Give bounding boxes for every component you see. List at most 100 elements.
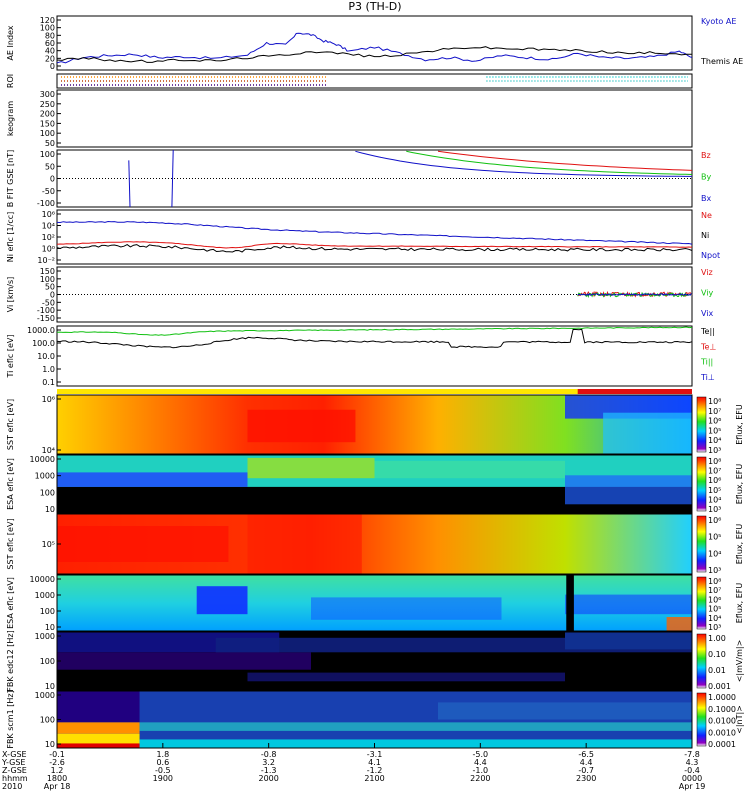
esa2-ylabel: ESA eflc [eV] <box>6 577 15 629</box>
time-axis-value: 1900 <box>153 774 173 783</box>
bfit-bx-line <box>355 150 692 177</box>
esa2-spectro-patch <box>566 575 574 631</box>
time-axis-value: -0.1 <box>49 750 65 759</box>
bfit-bz-line <box>437 150 693 171</box>
fbk1-colorbar-tick: 0.001 <box>708 682 731 691</box>
ae-series-line <box>56 46 692 63</box>
esa1-colorbar-tick: 10³ <box>708 505 721 514</box>
time-axis-value: -7.8 <box>684 750 700 759</box>
sst1-colorbar-tick: 10⁴ <box>708 436 721 445</box>
vi-ytick-label: 100 <box>40 275 55 284</box>
sst1-colorbar-tick: 10⁶ <box>708 417 721 426</box>
ti-legend-entry: Ti⊥ <box>700 373 715 382</box>
esa1-spectro-patch <box>374 460 565 479</box>
esa2-ytick-label: 10000 <box>30 575 55 584</box>
time-axis-value: -0.7 <box>578 766 594 775</box>
esa2-colorbar-tick: 10⁵ <box>708 605 721 614</box>
sst2-colorbar-tick: 10⁶ <box>708 516 721 525</box>
vi-ytick-label: 150 <box>40 267 55 276</box>
fbk2-ylabel: FBK scm1 [Hz] <box>6 690 15 748</box>
fbk2-spectro-patch <box>57 743 197 748</box>
time-axis-value: 2000 <box>258 774 278 783</box>
ae-ytick-label: 80 <box>45 31 55 40</box>
time-axis-value: 2300 <box>576 774 596 783</box>
fbk1-spectro-patch <box>247 672 565 682</box>
ni-ytick-label: 10⁻² <box>37 256 55 265</box>
time-axis-value: Apr 19 <box>679 782 706 791</box>
ti-ytick-label: 100.0 <box>32 339 55 348</box>
vi-ytick-label: -150 <box>37 314 55 323</box>
time-axis-value: 4.1 <box>368 758 381 767</box>
esa1-ytick-label: 100 <box>40 488 55 497</box>
esa1-spectro-patch <box>247 457 375 479</box>
esa1-colorbar-tick: 10⁷ <box>708 467 721 476</box>
fbk1-colorbar <box>696 633 707 689</box>
sst1-colorbar-tick: 10⁷ <box>708 407 721 416</box>
bfit-ytick-label: -50 <box>42 187 55 196</box>
vi-viy-line <box>577 291 693 299</box>
bfit-ytick-label: 0 <box>50 175 55 184</box>
sst2-spectro-patch <box>57 526 229 562</box>
fbk1-spectro-patch <box>565 632 692 650</box>
esa2-frame <box>56 574 693 632</box>
time-axis-value: 1800 <box>47 774 67 783</box>
time-axis-row-label: X-GSE <box>2 750 27 759</box>
ae-legend-entry: Themis AE <box>700 57 743 66</box>
time-axis-value: -0.8 <box>261 750 277 759</box>
sst2-spectro-patch <box>247 514 362 574</box>
ni-ylabel: Ni eflc [1/cc] <box>6 212 15 262</box>
ae-ytick-label: 0 <box>50 62 55 71</box>
bfit-frame <box>56 149 693 208</box>
esa2-spectro-patch <box>666 617 692 631</box>
ti-ylabel: Ti eflc [eV] <box>6 335 15 379</box>
time-axis-value: -1.2 <box>367 766 383 775</box>
time-axis-value: 1.8 <box>156 750 169 759</box>
esa1-colorbar-tick: 10⁴ <box>708 495 721 504</box>
fbk1-colorbar-tick: 0.01 <box>708 666 726 675</box>
vi-ytick-label: -50 <box>42 298 55 307</box>
esa2-spectro-patch <box>311 597 502 620</box>
time-axis-value: -1.0 <box>473 766 489 775</box>
ae-legend-entry: Kyoto AE <box>701 17 736 26</box>
sst1-colorbar-tick: 10⁵ <box>708 426 721 435</box>
sst2-colorbar-tick: 10³ <box>708 566 721 575</box>
bfit-ytick-label: 50 <box>45 162 55 171</box>
ti-ti-parallel-line <box>56 326 693 336</box>
vi-legend-entry: Vix <box>701 309 714 318</box>
ni-ytick-label: 10² <box>42 233 55 242</box>
ti-legend-entry: Te|| <box>700 327 715 336</box>
fbk2-spectro-patch <box>57 691 140 723</box>
fbk1-ytick-label: 100 <box>40 657 55 666</box>
bfit-ylabel: B FIT GSE [nT] <box>6 150 15 208</box>
vi-legend-entry: Viz <box>701 268 713 277</box>
plot-title: P3 (TH-D) <box>348 0 401 13</box>
roi-ylabel: ROI <box>6 74 15 88</box>
roi-frame <box>56 73 693 89</box>
time-axis-row-label: hhmm <box>2 774 28 783</box>
sst2-colorbar <box>696 515 707 573</box>
ti-legend-entry: Te⊥ <box>700 342 716 351</box>
ni-legend-entry: Ni <box>701 231 709 240</box>
time-axis-value: 4.4 <box>580 758 593 767</box>
keogram-ytick-label: 300 <box>40 90 55 99</box>
sst2-colorbar-tick: 10⁴ <box>708 549 721 558</box>
time-axis-value: 2200 <box>470 774 490 783</box>
fbk2-ytick-label: 1000 <box>35 691 55 700</box>
time-axis-value: 3.2 <box>262 758 275 767</box>
ni-frame <box>56 209 693 265</box>
ae-ytick-label: 100 <box>40 24 55 33</box>
ni-legend-entry: Ne <box>701 211 712 220</box>
ti-ytick-label: 1000.0 <box>27 326 55 335</box>
esa1-ylabel: ESA eflc [eV] <box>6 458 15 510</box>
vi-vix-line <box>577 292 693 296</box>
keogram-ytick-label: 250 <box>40 100 55 109</box>
time-axis-row-label: Y-GSE <box>1 758 25 767</box>
esa2-colorbar-tick: 10³ <box>708 623 721 632</box>
time-axis-value: -0.4 <box>684 766 700 775</box>
sst1-ylabel: SST eflc [eV] <box>6 399 15 450</box>
fbk2-colorbar-label: <|nT|> <box>735 705 744 734</box>
mode-bar-fast <box>577 389 692 394</box>
time-axis-value: 4.3 <box>686 758 699 767</box>
